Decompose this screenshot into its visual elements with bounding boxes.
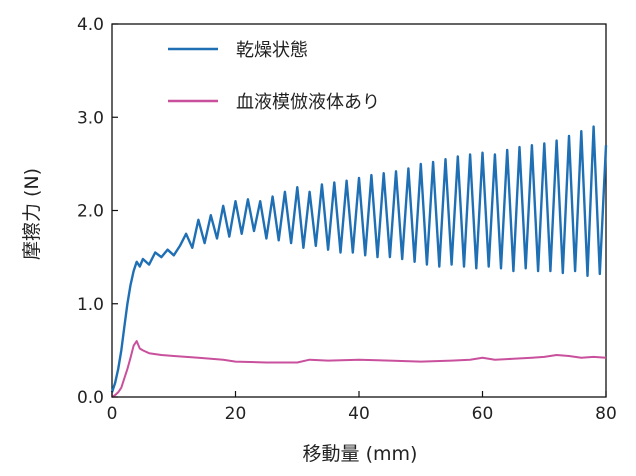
y-tick-label: 0.0 [77,388,104,408]
series-line-1 [110,125,608,393]
plot-area-border [111,23,607,398]
legend-label: 乾燥状態 [236,40,308,61]
plot-frame [111,23,607,398]
y-tick-label: 2.0 [77,202,104,222]
x-tick-label: 80 [595,404,617,424]
series-layer [110,125,608,398]
y-tick-label: 1.0 [77,295,104,315]
x-tick-label: 60 [472,404,494,424]
y-tick-label: 3.0 [77,108,104,128]
ticks-layer: 0 20 40 60 80 0.0 1.0 2.0 3.0 4.0 [77,15,617,424]
y-tick-label: 4.0 [77,15,104,35]
x-tick-label: 20 [225,404,247,424]
x-tick-label: 0 [107,404,118,424]
x-tick-label: 40 [348,404,370,424]
legend-label: 血液模倣液体あり [236,92,380,113]
x-axis-title: 移動量 (mm) [303,443,418,465]
y-axis-title: 摩擦力 (N) [21,168,43,260]
series-line-2 [111,340,607,398]
